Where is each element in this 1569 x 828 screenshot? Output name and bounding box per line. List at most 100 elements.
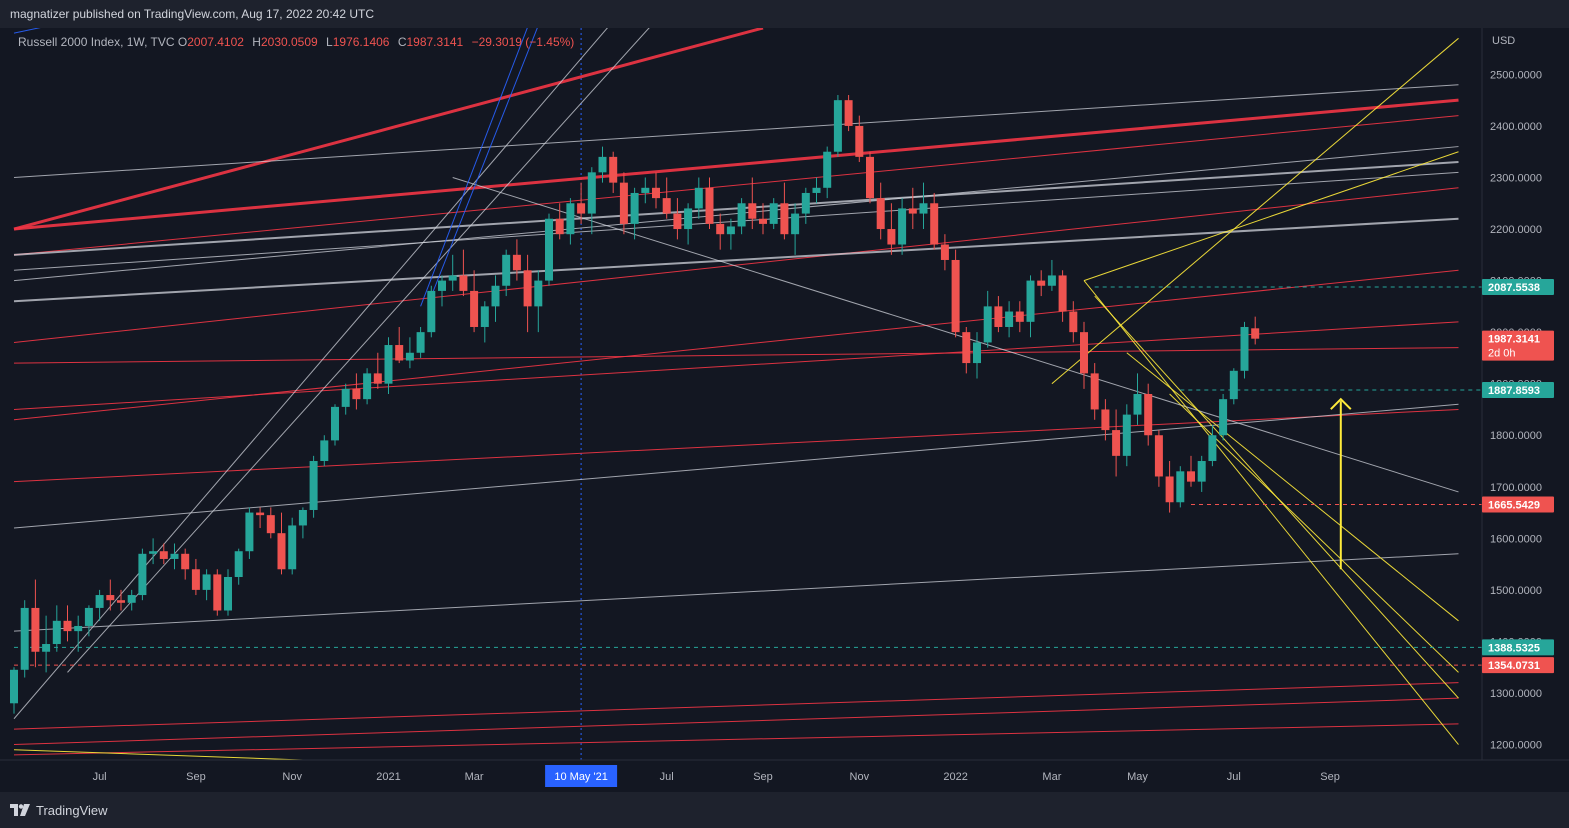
candle-20: [224, 569, 232, 616]
candle-body-1: [20, 607, 29, 670]
candle-body-15: [170, 553, 179, 559]
price-badge-3: [1482, 496, 1554, 513]
candle-body-31: [341, 388, 350, 407]
y-tick-label-4: 1600.0000: [1490, 533, 1542, 545]
candle-body-10: [117, 600, 125, 603]
candle-body-52: [566, 203, 575, 235]
candle-85: [919, 182, 928, 230]
trendline-9: [13, 682, 1459, 730]
trendline-15: [13, 146, 1459, 282]
candle-46: [502, 249, 511, 297]
candle-95: [1026, 275, 1035, 338]
tradingview-logo[interactable]: TradingView: [10, 803, 108, 818]
candle-body-85: [919, 203, 928, 214]
candle-body-96: [1037, 280, 1046, 286]
candle-body-90: [973, 342, 981, 364]
candle-76: [823, 146, 832, 199]
candle-88: [951, 249, 960, 338]
candle-body-60: [652, 187, 660, 199]
trendline-20: [13, 28, 608, 720]
candle-107: [1154, 430, 1163, 487]
publisher-text: magnatizer published on TradingView.com,…: [10, 7, 375, 21]
candle-body-48: [523, 270, 532, 307]
candle-37: [405, 337, 414, 369]
candle-4: [52, 605, 61, 652]
x-tick-label-8: 2022: [943, 771, 967, 783]
candle-8: [95, 589, 104, 621]
candle-105: [1133, 373, 1142, 425]
candle-15: [170, 543, 179, 570]
candle-body-19: [213, 574, 222, 611]
candle-body-108: [1165, 476, 1174, 503]
candle-11: [127, 589, 136, 611]
candle-body-88: [951, 259, 960, 333]
candle-84: [908, 187, 917, 230]
candle-body-73: [791, 213, 800, 235]
candle-body-55: [598, 156, 607, 173]
candle-112: [1208, 424, 1217, 467]
candle-body-84: [908, 208, 917, 214]
trendline-28: [1126, 352, 1459, 622]
x-tick-label-10: May: [1127, 771, 1148, 783]
candle-34: [373, 352, 382, 389]
candle-body-41: [448, 275, 457, 281]
x-tick-label-9: Mar: [1042, 771, 1061, 783]
candle-body-45: [491, 285, 500, 307]
candle-93: [1005, 301, 1014, 338]
candle-70: [759, 203, 767, 235]
candle-body-104: [1122, 414, 1131, 456]
y-tick-label-11: 2300.0000: [1490, 172, 1542, 184]
candle-113: [1219, 394, 1228, 441]
candle-body-70: [759, 218, 767, 224]
trendline-18: [13, 553, 1459, 632]
x-tick-label-2: Nov: [282, 771, 302, 783]
candle-body-30: [331, 406, 339, 441]
candle-19: [213, 569, 222, 616]
crosshair-badge: [545, 765, 618, 787]
price-badge-label-1: 1987.3141: [1488, 334, 1540, 346]
candle-58: [630, 187, 639, 240]
candle-24: [266, 507, 275, 539]
chart-legend: Russell 2000 Index, 1W, TVC O2007.4102 H…: [18, 35, 579, 49]
candle-body-65: [705, 187, 714, 224]
y-tick-label-10: 2200.0000: [1490, 224, 1542, 236]
candle-body-32: [352, 388, 361, 400]
candle-body-11: [127, 595, 136, 603]
candle-body-23: [256, 512, 265, 516]
candle-body-89: [962, 332, 971, 364]
candle-body-72: [780, 203, 789, 235]
candle-51: [555, 203, 564, 240]
candle-49: [534, 270, 543, 333]
trendline-11: [13, 723, 1459, 756]
candle-26: [288, 517, 297, 575]
candle-22: [245, 507, 254, 559]
trendline-13: [13, 217, 1459, 303]
candle-52: [566, 198, 575, 245]
trendline-8: [13, 347, 1459, 364]
candle-41: [448, 254, 457, 291]
candle-body-105: [1133, 394, 1142, 415]
candle-body-116: [1251, 328, 1260, 339]
candle-35: [384, 337, 393, 394]
legend-open-label: O: [177, 35, 188, 49]
candle-body-12: [138, 553, 147, 596]
candle-body-112: [1208, 435, 1217, 462]
trendline-24: [1051, 37, 1459, 385]
candle-12: [138, 548, 147, 601]
legend-close: 1987.3141: [406, 35, 464, 49]
candle-89: [962, 326, 971, 374]
y-tick-label-12: 2400.0000: [1490, 121, 1542, 133]
trendline-7: [13, 408, 1459, 483]
candle-61: [662, 177, 671, 219]
candle-body-68: [737, 203, 746, 227]
trendline-14: [13, 171, 1459, 271]
candle-body-71: [769, 203, 778, 224]
candle-53: [577, 182, 586, 224]
candle-45: [491, 275, 500, 322]
candle-13: [149, 538, 158, 565]
y-tick-label-3: 1500.0000: [1490, 585, 1542, 597]
price-chart[interactable]: USD1200.00001300.00001400.00001500.00001…: [0, 28, 1569, 792]
footer-bar: TradingView: [0, 792, 1569, 828]
candle-body-74: [801, 192, 810, 214]
candle-57: [619, 172, 628, 235]
